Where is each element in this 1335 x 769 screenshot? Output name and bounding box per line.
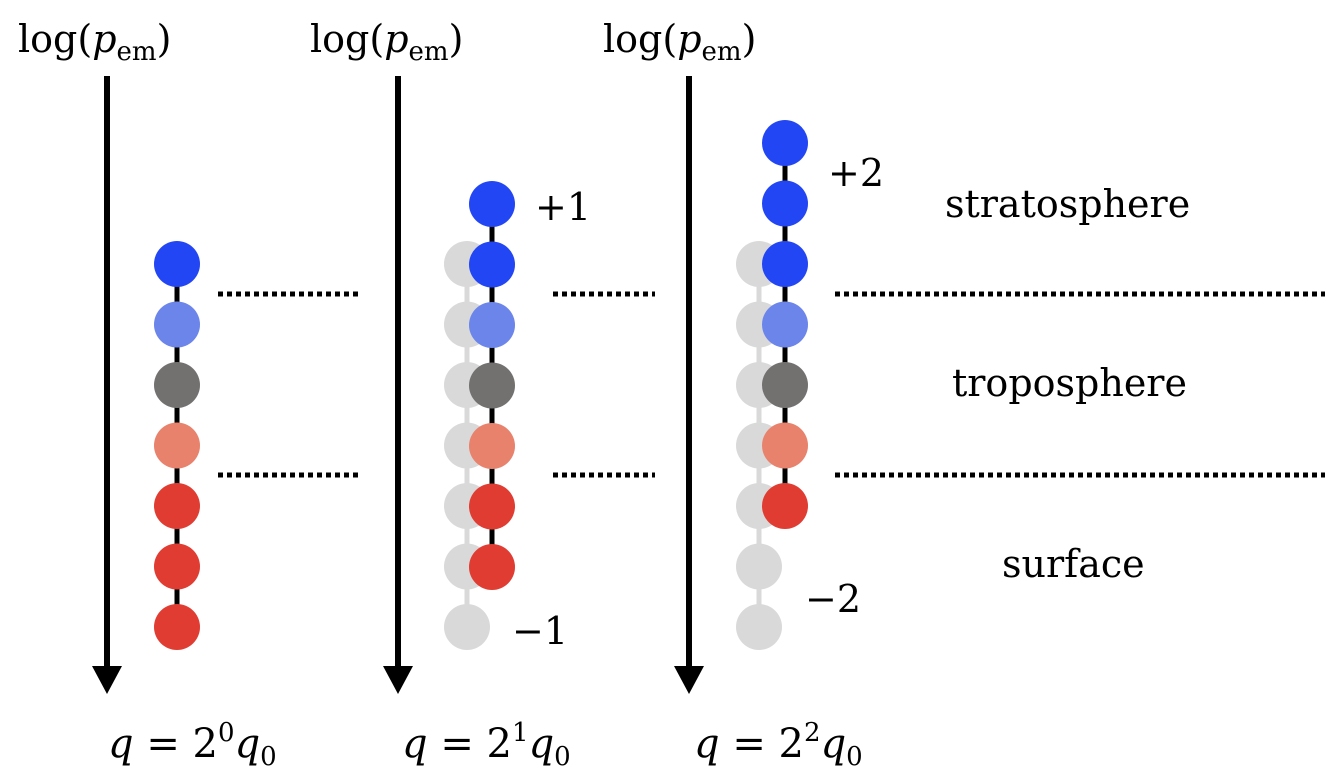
col2-level-5 <box>469 423 515 469</box>
col3-level-2 <box>762 180 808 227</box>
col2-level-3 <box>469 302 515 348</box>
col1-level-5 <box>154 483 200 529</box>
axis-arrow-col1 <box>92 76 122 694</box>
shift-label-col3: +2 <box>828 151 884 195</box>
col3-level-3 <box>762 241 808 287</box>
col1-level-3 <box>154 362 200 408</box>
col2-level-4 <box>469 362 515 409</box>
col2-level-7 <box>469 544 515 590</box>
ghost-shift-label-col3: −2 <box>805 577 861 621</box>
formula-col2: q = 21q0 <box>402 718 571 769</box>
formula-col3: q = 22q0 <box>694 718 863 769</box>
shift-label-col2: +1 <box>535 185 591 229</box>
layer-label-stratosphere: stratosphere <box>945 182 1190 226</box>
axis-arrow-col2 <box>383 76 413 694</box>
col2-ghost-level-7 <box>444 604 490 650</box>
axis-label-col3: log(pem) <box>603 17 756 67</box>
col2-level-6 <box>469 483 515 530</box>
col2-level-2 <box>469 241 515 288</box>
col3-level-6 <box>762 422 808 469</box>
formula-col1: q = 20q0 <box>108 718 277 769</box>
col3-level-5 <box>762 362 808 408</box>
layer-label-troposphere: troposphere <box>952 361 1187 405</box>
col3-level-4 <box>762 301 808 348</box>
axis-arrow-col3 <box>674 76 704 694</box>
col1-level-4 <box>154 422 200 469</box>
level-chain-col3 <box>762 120 808 529</box>
col1-level-7 <box>154 604 200 650</box>
col1-level-6 <box>154 543 200 590</box>
col2-level-1 <box>469 181 515 227</box>
axis-label-col1: log(pem) <box>18 17 171 67</box>
col3-level-1 <box>762 120 808 166</box>
axis-label-col2: log(pem) <box>310 17 463 67</box>
col3-ghost-level-6 <box>736 543 782 590</box>
layer-label-surface: surface <box>1002 542 1145 586</box>
col3-level-7 <box>762 483 808 529</box>
col3-ghost-level-7 <box>736 604 782 650</box>
level-chain-col2 <box>469 181 515 590</box>
level-chain-col1 <box>154 241 200 650</box>
ghost-shift-label-col2: −1 <box>512 609 568 653</box>
col1-level-1 <box>154 241 200 287</box>
col1-level-2 <box>154 301 200 348</box>
